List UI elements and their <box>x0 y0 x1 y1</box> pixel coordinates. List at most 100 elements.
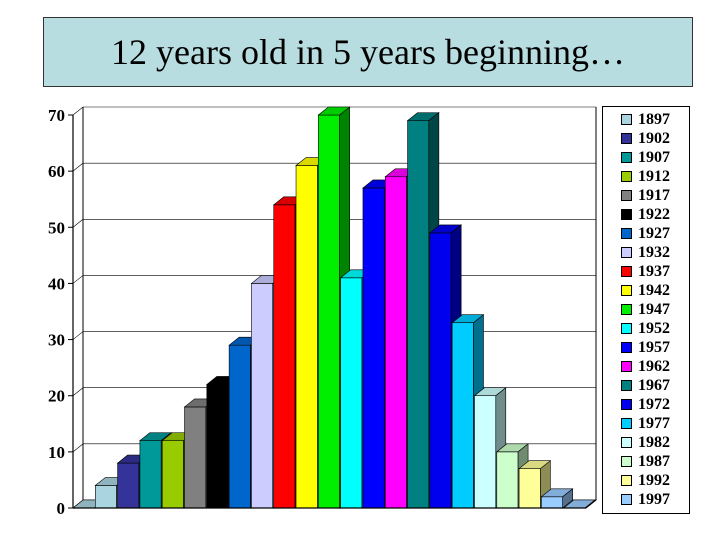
y-tick-label: 0 <box>57 499 66 518</box>
legend-item-1932: 1932 <box>603 243 689 262</box>
bar-front <box>251 283 274 509</box>
bar-front <box>273 204 296 509</box>
bar-front <box>384 176 407 509</box>
legend-swatch <box>621 133 632 144</box>
chart-title: 12 years old in 5 years beginning… <box>111 32 625 72</box>
legend-label: 1972 <box>638 395 670 413</box>
legend-swatch <box>621 304 632 315</box>
y-tick-label: 40 <box>48 274 65 293</box>
legend-label: 1897 <box>638 110 670 128</box>
legend-item-1912: 1912 <box>603 167 689 186</box>
bar-front <box>184 406 207 509</box>
bar-front <box>407 120 430 509</box>
bar-front <box>518 468 541 509</box>
chart-legend: 1897 1902 1907 1912 1917 1922 1927 1932 1937 1942… <box>602 106 690 514</box>
bar-front <box>139 440 162 509</box>
legend-swatch <box>621 285 632 296</box>
bar-2002 <box>540 488 574 509</box>
legend-label: 1922 <box>638 205 670 223</box>
legend-item-1992: 1992 <box>603 471 689 490</box>
legend-item-1957: 1957 <box>603 338 689 357</box>
legend-item-1942: 1942 <box>603 281 689 300</box>
y-tick-label: 60 <box>48 162 65 181</box>
legend-label: 1947 <box>638 300 670 318</box>
legend-label: 1912 <box>638 167 670 185</box>
legend-item-1907: 1907 <box>603 148 689 167</box>
legend-swatch <box>621 342 632 353</box>
legend-label: 1952 <box>638 319 670 337</box>
legend-item-1922: 1922 <box>603 205 689 224</box>
bar-front <box>496 451 519 509</box>
y-tick-label: 10 <box>48 443 65 462</box>
legend-label: 1932 <box>638 243 670 261</box>
bar-side <box>584 499 596 509</box>
legend-swatch <box>621 361 632 372</box>
bar-front <box>161 440 184 509</box>
legend-swatch <box>621 114 632 125</box>
legend-label: 1982 <box>638 433 670 451</box>
legend-swatch <box>621 456 632 467</box>
bar-front <box>295 165 318 509</box>
bar-front <box>95 485 117 509</box>
legend-label: 1937 <box>638 262 670 280</box>
gridline-side <box>72 162 84 172</box>
legend-swatch <box>621 418 632 429</box>
legend-item-1952: 1952 <box>603 319 689 338</box>
bar-side <box>562 488 573 509</box>
legend-swatch <box>621 247 632 258</box>
legend-item-1947: 1947 <box>603 300 689 319</box>
bar-front <box>206 384 229 509</box>
legend-label: 1992 <box>638 471 670 489</box>
legend-item-1937: 1937 <box>603 262 689 281</box>
legend-item-1967: 1967 <box>603 376 689 395</box>
legend-swatch <box>621 399 632 410</box>
gridline-side <box>72 443 84 453</box>
legend-item-1927: 1927 <box>603 224 689 243</box>
legend-item-1982: 1982 <box>603 433 689 452</box>
bar-front <box>362 187 385 509</box>
legend-swatch <box>621 209 632 220</box>
legend-label: 1977 <box>638 414 670 432</box>
legend-label: 1987 <box>638 452 670 470</box>
legend-swatch <box>621 323 632 334</box>
legend-item-1962: 1962 <box>603 357 689 376</box>
y-tick-label: 20 <box>48 387 65 406</box>
legend-swatch <box>621 190 632 201</box>
legend-swatch <box>621 266 632 277</box>
legend-item-1987: 1987 <box>603 452 689 471</box>
legend-label: 1957 <box>638 338 670 356</box>
bar-front <box>318 114 340 509</box>
legend-label: 1917 <box>638 186 670 204</box>
legend-swatch <box>621 494 632 505</box>
legend-item-1897: 1897 <box>603 110 689 129</box>
bar-front <box>228 344 251 509</box>
legend-item-1977: 1977 <box>603 414 689 433</box>
chart-title-box: 12 years old in 5 years beginning… <box>43 17 693 87</box>
gridline-side <box>72 275 84 284</box>
legend-swatch <box>621 228 632 239</box>
gridline-side <box>72 106 84 116</box>
legend-label: 1967 <box>638 376 670 394</box>
gridline-side <box>72 331 84 340</box>
y-tick-label: 70 <box>48 106 65 125</box>
legend-swatch <box>621 171 632 182</box>
legend-swatch <box>621 475 632 486</box>
y-tick-label: 30 <box>48 331 65 350</box>
bar-front <box>474 395 497 509</box>
x-axis-end <box>585 499 597 509</box>
bar-front <box>340 277 363 509</box>
bar-front <box>451 322 474 509</box>
bar-front <box>541 496 563 509</box>
legend-item-1917: 1917 <box>603 186 689 205</box>
legend-swatch <box>621 380 632 391</box>
legend-label: 1962 <box>638 357 670 375</box>
legend-item-1972: 1972 <box>603 395 689 414</box>
legend-label: 1942 <box>638 281 670 299</box>
legend-label: 1927 <box>638 224 670 242</box>
y-tick-label: 50 <box>48 218 65 237</box>
bar-front <box>117 462 140 509</box>
legend-label: 1907 <box>638 148 670 166</box>
legend-label: 1902 <box>638 129 670 147</box>
legend-swatch <box>621 152 632 163</box>
